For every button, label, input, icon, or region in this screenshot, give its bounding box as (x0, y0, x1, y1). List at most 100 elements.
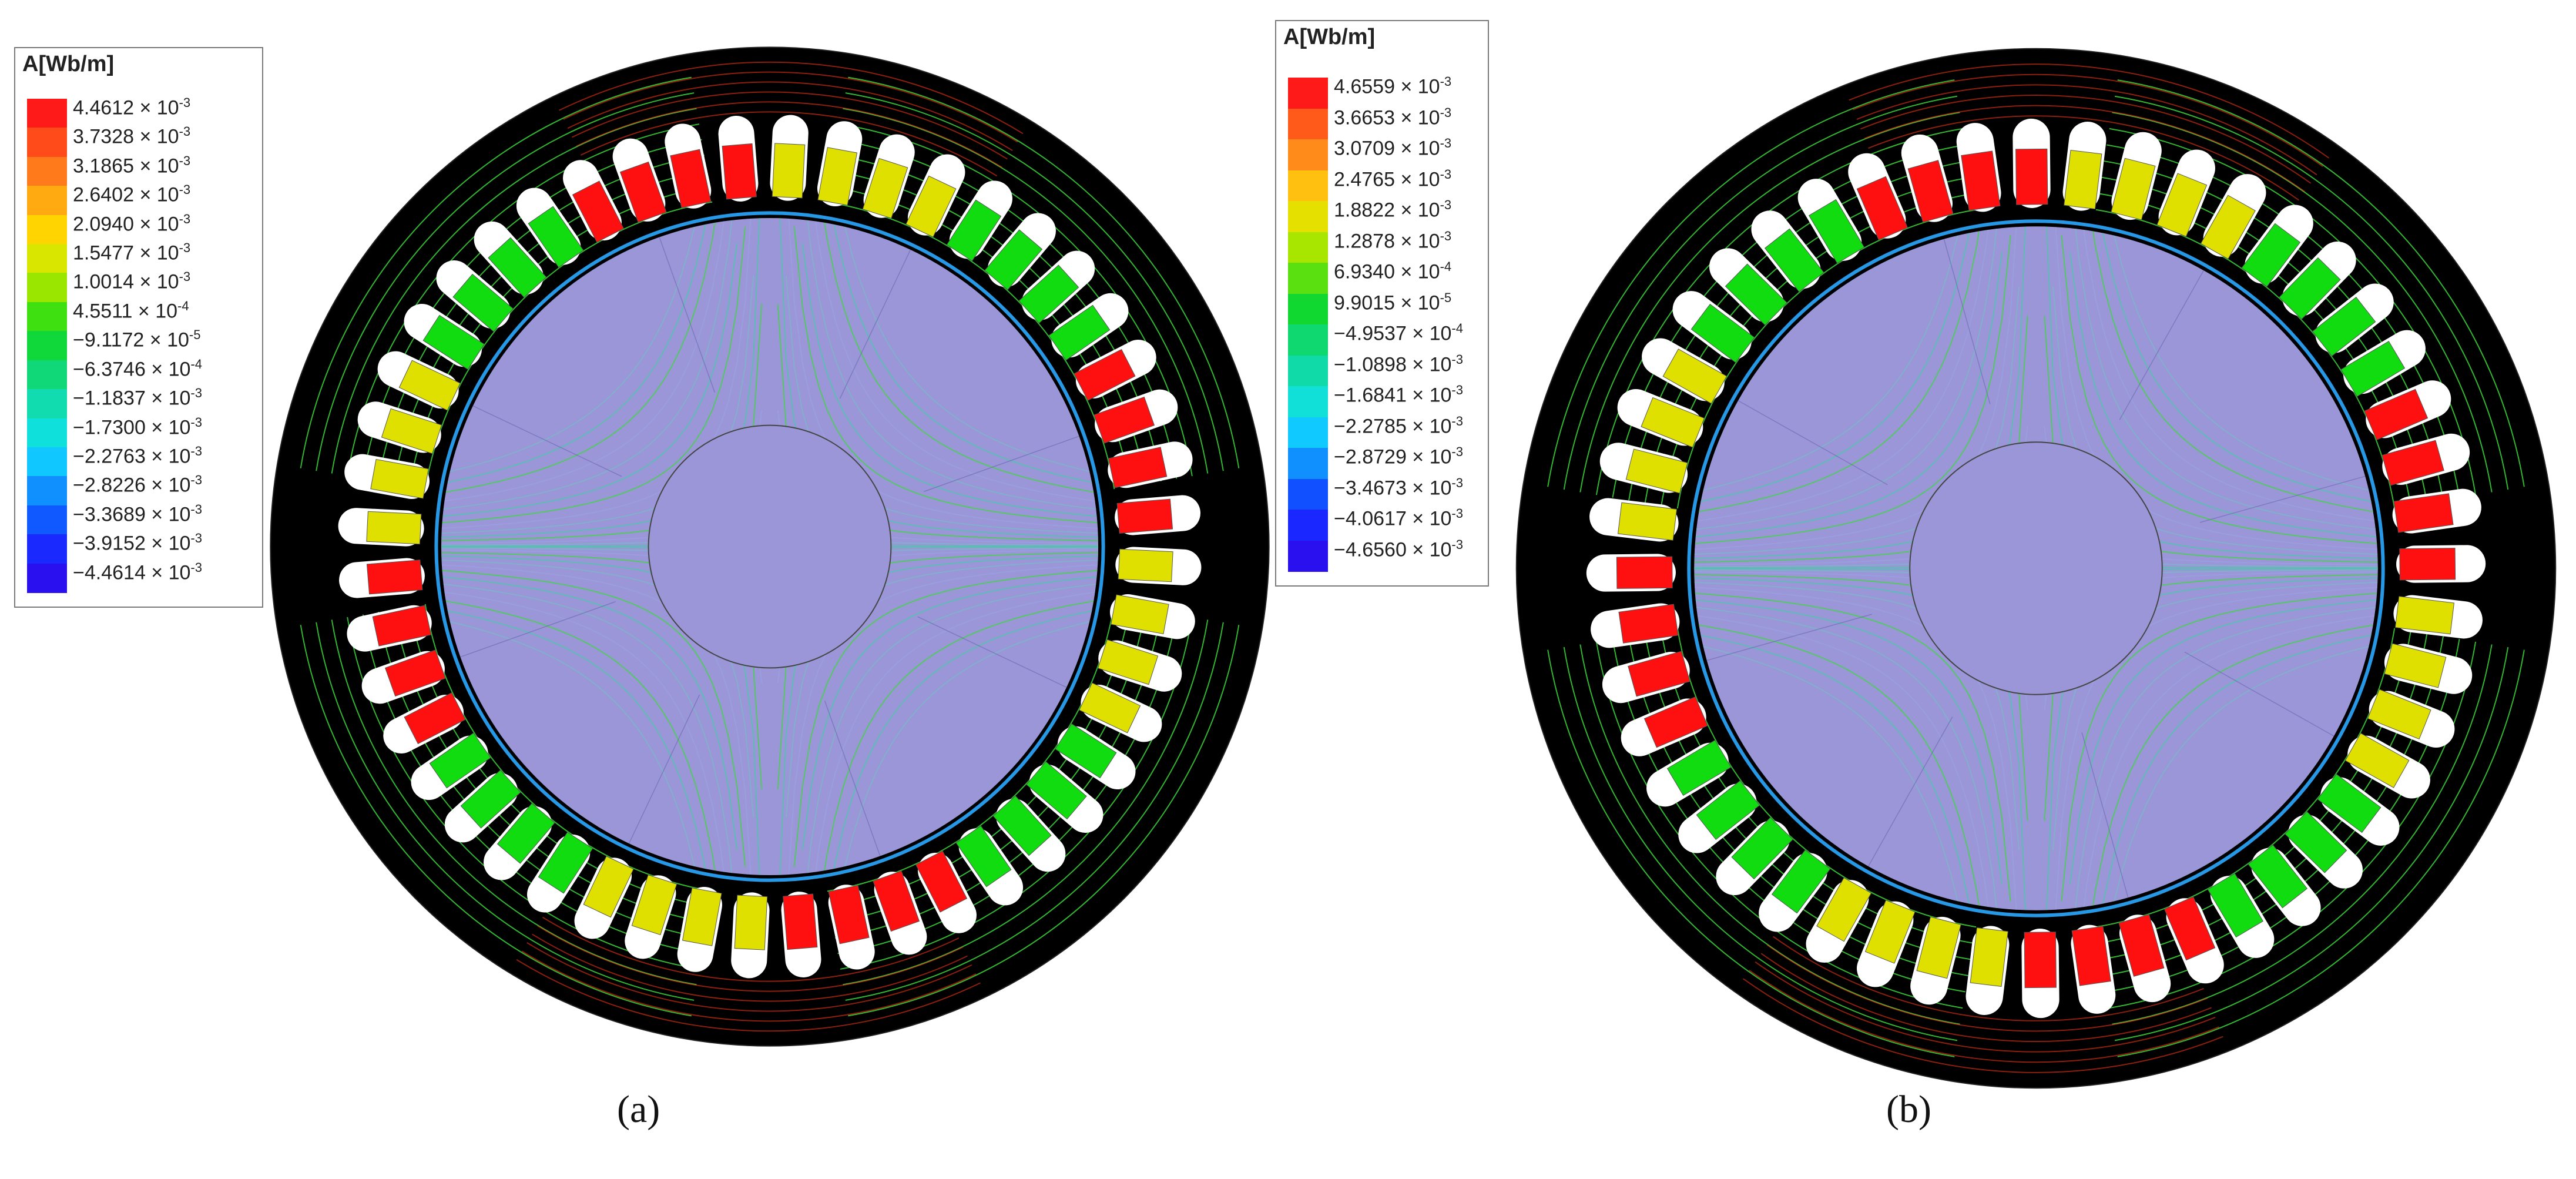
slot (2156, 149, 2215, 237)
coil (1094, 396, 1155, 444)
coil (1731, 817, 1793, 880)
legend-swatch (1288, 232, 1328, 263)
machine-cross-section (270, 46, 1270, 1047)
coil (915, 850, 968, 913)
coil (1690, 303, 1755, 363)
slot (1965, 926, 2010, 1015)
slot (2111, 132, 2162, 220)
coil (2344, 732, 2410, 788)
coil (452, 273, 514, 332)
coil (2399, 548, 2456, 581)
slot (1806, 877, 1872, 963)
legend-value: 1.8822 × 10-3 (1334, 197, 1452, 222)
slot (2118, 914, 2171, 1003)
slot (2393, 595, 2483, 639)
slot (2279, 242, 2356, 320)
legend-swatch (27, 273, 67, 303)
coil (1617, 502, 1678, 541)
coil (2015, 148, 2048, 205)
coil (372, 605, 432, 647)
legend-value: −4.0617 × 10-3 (1334, 506, 1463, 530)
slot (2396, 545, 2486, 583)
legend-value: −1.1837 × 10-3 (73, 386, 202, 410)
legend-value: −4.4614 × 10-3 (73, 560, 202, 584)
slot (1074, 340, 1156, 401)
coil (2340, 340, 2406, 397)
slot (2285, 811, 2363, 889)
slot (1646, 739, 1732, 807)
coil (1116, 498, 1173, 534)
stator-slots (1586, 118, 2486, 1019)
coil (1970, 927, 2008, 987)
slot (905, 154, 965, 237)
legend-swatch (27, 447, 67, 477)
coil (422, 314, 485, 370)
coil (1666, 739, 1732, 796)
slot (516, 187, 584, 268)
slot (770, 115, 809, 201)
legend-swatch (1288, 540, 1328, 572)
coil (572, 180, 624, 243)
slot (1642, 338, 1728, 404)
slot (339, 558, 425, 598)
legend-value: −2.8226 × 10-3 (73, 473, 202, 497)
slot (992, 795, 1066, 872)
coil (2241, 223, 2301, 287)
slot (677, 886, 723, 972)
coil (619, 161, 667, 223)
coil (2367, 689, 2431, 740)
coil (398, 360, 461, 411)
coil (366, 560, 423, 595)
slot (2062, 122, 2107, 211)
legend-value: −3.9152 × 10-3 (73, 531, 202, 555)
legend-swatch (27, 476, 67, 506)
coil (817, 147, 858, 206)
legend-entry: −2.8226 × 10-3 (27, 473, 256, 506)
slot (1591, 603, 1680, 648)
legend-swatch (1288, 78, 1328, 109)
panel-b: A[Wb/m] 4.6559 × 10-3 3.6653 × 10-3 3.0709… (1275, 0, 2576, 1179)
coil (2384, 643, 2447, 688)
slot (2241, 205, 2313, 287)
coil (404, 692, 466, 745)
slot (2164, 896, 2224, 984)
coil (2248, 844, 2308, 909)
coil (955, 825, 1012, 887)
legend-swatch (1288, 324, 1328, 356)
coil (366, 511, 422, 545)
coil (2394, 596, 2455, 635)
legend-swatch (27, 418, 67, 448)
slot (574, 856, 634, 939)
legend-entry: 3.6653 × 10-3 (1288, 106, 1482, 140)
coil (984, 229, 1043, 290)
coil (1725, 263, 1787, 326)
legend-value: −3.4673 × 10-3 (1334, 475, 1463, 499)
coil (381, 408, 442, 454)
coil (2317, 773, 2382, 833)
machine-cross-section (1515, 48, 2557, 1089)
shaft (648, 424, 892, 669)
legend-swatch (27, 99, 67, 129)
coil (1662, 349, 1728, 404)
coil (2393, 493, 2454, 533)
slot (1617, 389, 1705, 448)
legend-value: −1.0898 × 10-3 (1334, 351, 1463, 376)
coil (1079, 682, 1141, 733)
slot (377, 351, 461, 411)
legend-value: 4.5511 × 10-4 (73, 298, 189, 323)
legend-value: 3.0709 × 10-3 (1334, 136, 1452, 160)
coil (2382, 440, 2444, 486)
legend-entry: −4.0617 × 10-3 (1288, 506, 1482, 541)
panel-a: A[Wb/m] 4.4612 × 10-3 3.7328 × 10-3 3.1865… (0, 0, 1287, 1179)
legend-value: 3.7328 × 10-3 (73, 124, 191, 148)
legend-entry: −2.2763 × 10-3 (27, 444, 256, 477)
coil (429, 732, 491, 789)
coil (1018, 264, 1079, 324)
slot (873, 870, 927, 955)
slot (2384, 643, 2473, 694)
slot (474, 221, 547, 298)
legend-value: 1.0014 × 10-3 (73, 269, 191, 293)
legend-swatch (27, 215, 67, 245)
legend-value: −4.6560 × 10-3 (1334, 537, 1463, 561)
slot (828, 885, 875, 970)
